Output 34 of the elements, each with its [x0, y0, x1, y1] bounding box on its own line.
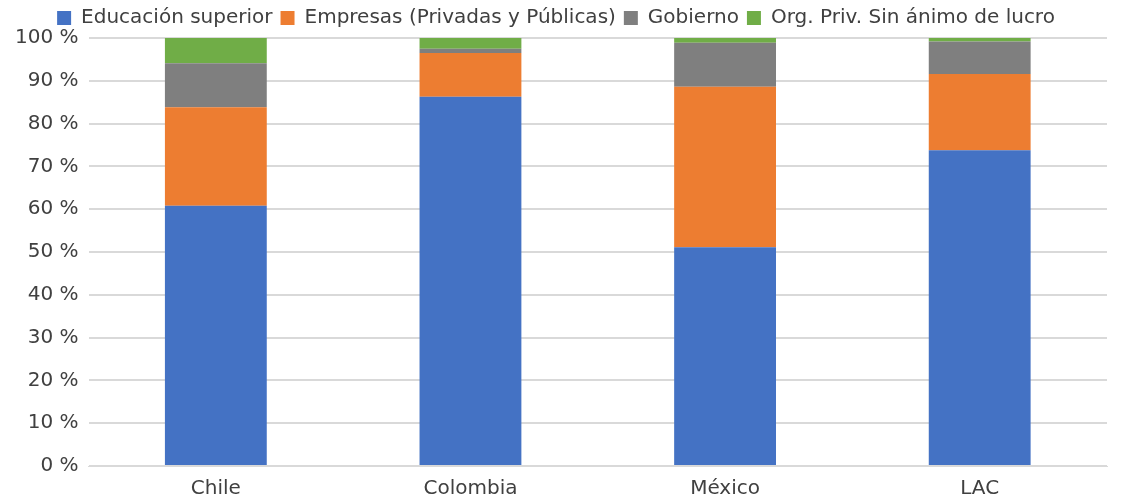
- bar: [928, 41, 1031, 74]
- y-tick-label: 60 %: [27, 195, 79, 220]
- bar: [674, 42, 776, 87]
- y-tick-label: 100 %: [14, 24, 79, 49]
- bar: [419, 48, 522, 53]
- y-tick-label: 70 %: [27, 152, 79, 177]
- bar: [928, 150, 1031, 465]
- x-tick-label: México: [690, 475, 760, 500]
- legend-label: Gobierno: [647, 4, 739, 29]
- bar: [164, 38, 267, 64]
- bar: [164, 63, 267, 108]
- legend-label: Org. Priv. Sin ánimo de lucro: [770, 4, 1055, 29]
- x-tick-label: Chile: [190, 475, 241, 500]
- bar: [419, 52, 522, 97]
- bar: [674, 86, 776, 248]
- x-tick-label: LAC: [960, 475, 1000, 500]
- bar: [419, 96, 522, 465]
- y-tick-label: 90 %: [27, 67, 79, 91]
- bar: [674, 38, 776, 43]
- bar: [164, 205, 267, 465]
- bar: [674, 247, 776, 465]
- y-tick-label: 10 %: [27, 409, 79, 434]
- y-tick-label: 80 %: [27, 109, 79, 134]
- y-tick-label: 30 %: [27, 323, 79, 348]
- bar: [164, 107, 267, 206]
- bar: [928, 73, 1031, 151]
- y-tick-label: 0 %: [40, 452, 79, 477]
- legend-label: Educación superior: [81, 4, 274, 29]
- x-tick-label: Colombia: [423, 475, 518, 500]
- y-tick-label: 50 %: [27, 238, 79, 263]
- legend-label: Empresas (Privadas y Públicas): [304, 4, 616, 29]
- y-tick-label: 20 %: [27, 366, 79, 391]
- bar: [419, 38, 522, 49]
- y-tick-label: 40 %: [27, 281, 79, 305]
